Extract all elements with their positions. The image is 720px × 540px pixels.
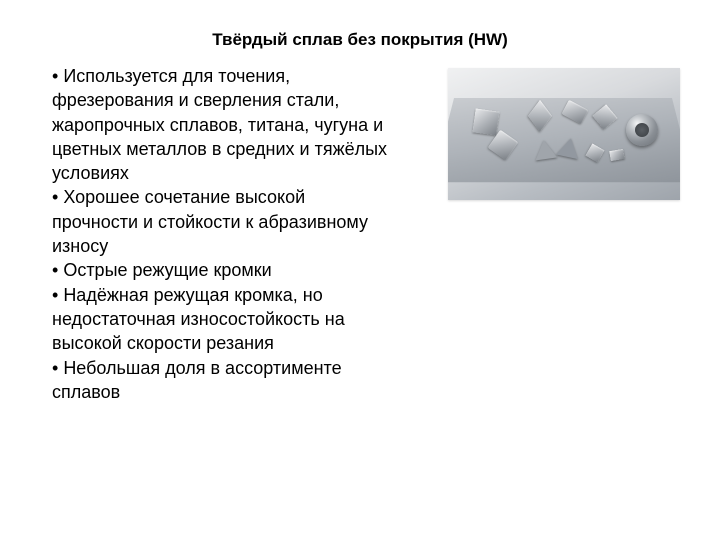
- bullet-text: Небольшая доля в ассортименте сплавов: [52, 358, 342, 402]
- bullet-item: • Надёжная режущая кромка, но недостаточ…: [52, 283, 390, 356]
- cutting-inserts-image: [448, 68, 680, 200]
- image-column: [398, 64, 680, 404]
- bullet-item: • Небольшая доля в ассортименте сплавов: [52, 356, 390, 405]
- triangle-insert-icon: [533, 139, 557, 161]
- round-insert-icon: [626, 114, 658, 146]
- bullet-text: Острые режущие кромки: [63, 260, 271, 280]
- bullet-text: Хорошее сочетание высокой прочности и ст…: [52, 187, 368, 256]
- bullet-item: • Хорошее сочетание высокой прочности и …: [52, 185, 390, 258]
- bullet-text: Надёжная режущая кромка, но недостаточна…: [52, 285, 345, 354]
- bullet-text-column: • Используется для точения, фрезерования…: [40, 64, 390, 404]
- square-insert-icon: [472, 108, 499, 135]
- bullet-item: • Острые режущие кромки: [52, 258, 390, 282]
- content-wrap: • Используется для точения, фрезерования…: [40, 64, 680, 404]
- bullet-text: Используется для точения, фрезерования и…: [52, 66, 387, 183]
- slide-title: Твёрдый сплав без покрытия (HW): [40, 30, 680, 50]
- bullet-item: • Используется для точения, фрезерования…: [52, 64, 390, 185]
